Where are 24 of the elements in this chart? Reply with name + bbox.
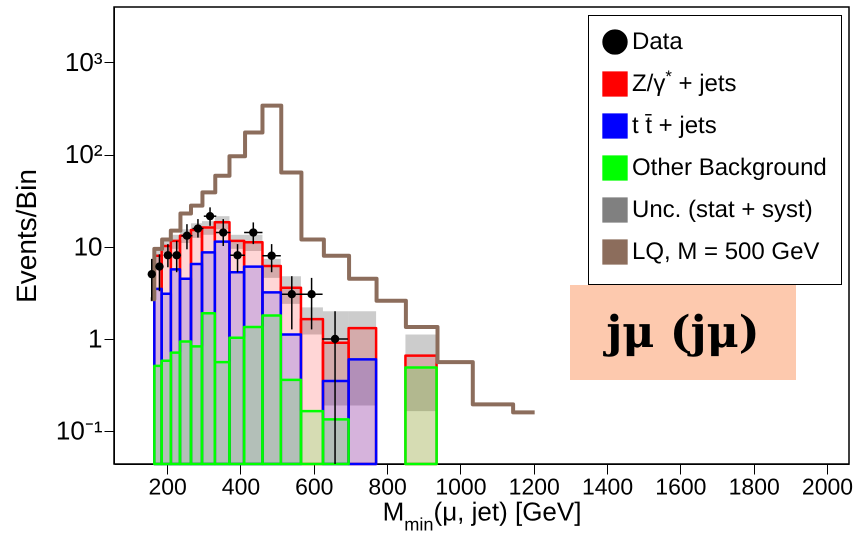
x-axis-title: M$_{min}$(μ, jet) [GeV] — [382, 496, 582, 534]
y-tick-label: 10⁻¹ — [56, 416, 103, 446]
legend-label: LQ, M = 500 GeV — [632, 238, 820, 265]
y-tick-label: 10² — [64, 139, 103, 170]
y-tick-label: 10³ — [64, 46, 103, 77]
y-axis-title: Events/Bin — [10, 169, 42, 303]
x-tick-label: 1200 — [508, 474, 560, 500]
legend-label: Unc. (stat + syst) — [632, 196, 813, 223]
x-tick-label: 1800 — [728, 474, 780, 500]
x-tick-label: 400 — [222, 474, 260, 500]
x-tick-label: 200 — [148, 474, 187, 500]
y-tick-label: 1 — [88, 323, 102, 354]
legend-label: Other Background — [632, 154, 827, 181]
x-tick-label: 600 — [295, 474, 334, 500]
legend-label: Data — [632, 28, 684, 55]
y-tick-label: 10 — [74, 231, 102, 262]
x-tick-label: 2000 — [802, 474, 854, 500]
legend-label: Z/γ$^{*}$ + jets — [632, 66, 737, 97]
x-tick-label: 1600 — [655, 474, 706, 500]
x-tick-label: 1400 — [582, 474, 634, 500]
x-tick-label: 800 — [368, 474, 407, 500]
legend-label: t t̄ + jets — [632, 112, 717, 139]
x-tick-label: 1000 — [435, 474, 487, 500]
annotation: jμ (jμ) — [570, 285, 796, 380]
